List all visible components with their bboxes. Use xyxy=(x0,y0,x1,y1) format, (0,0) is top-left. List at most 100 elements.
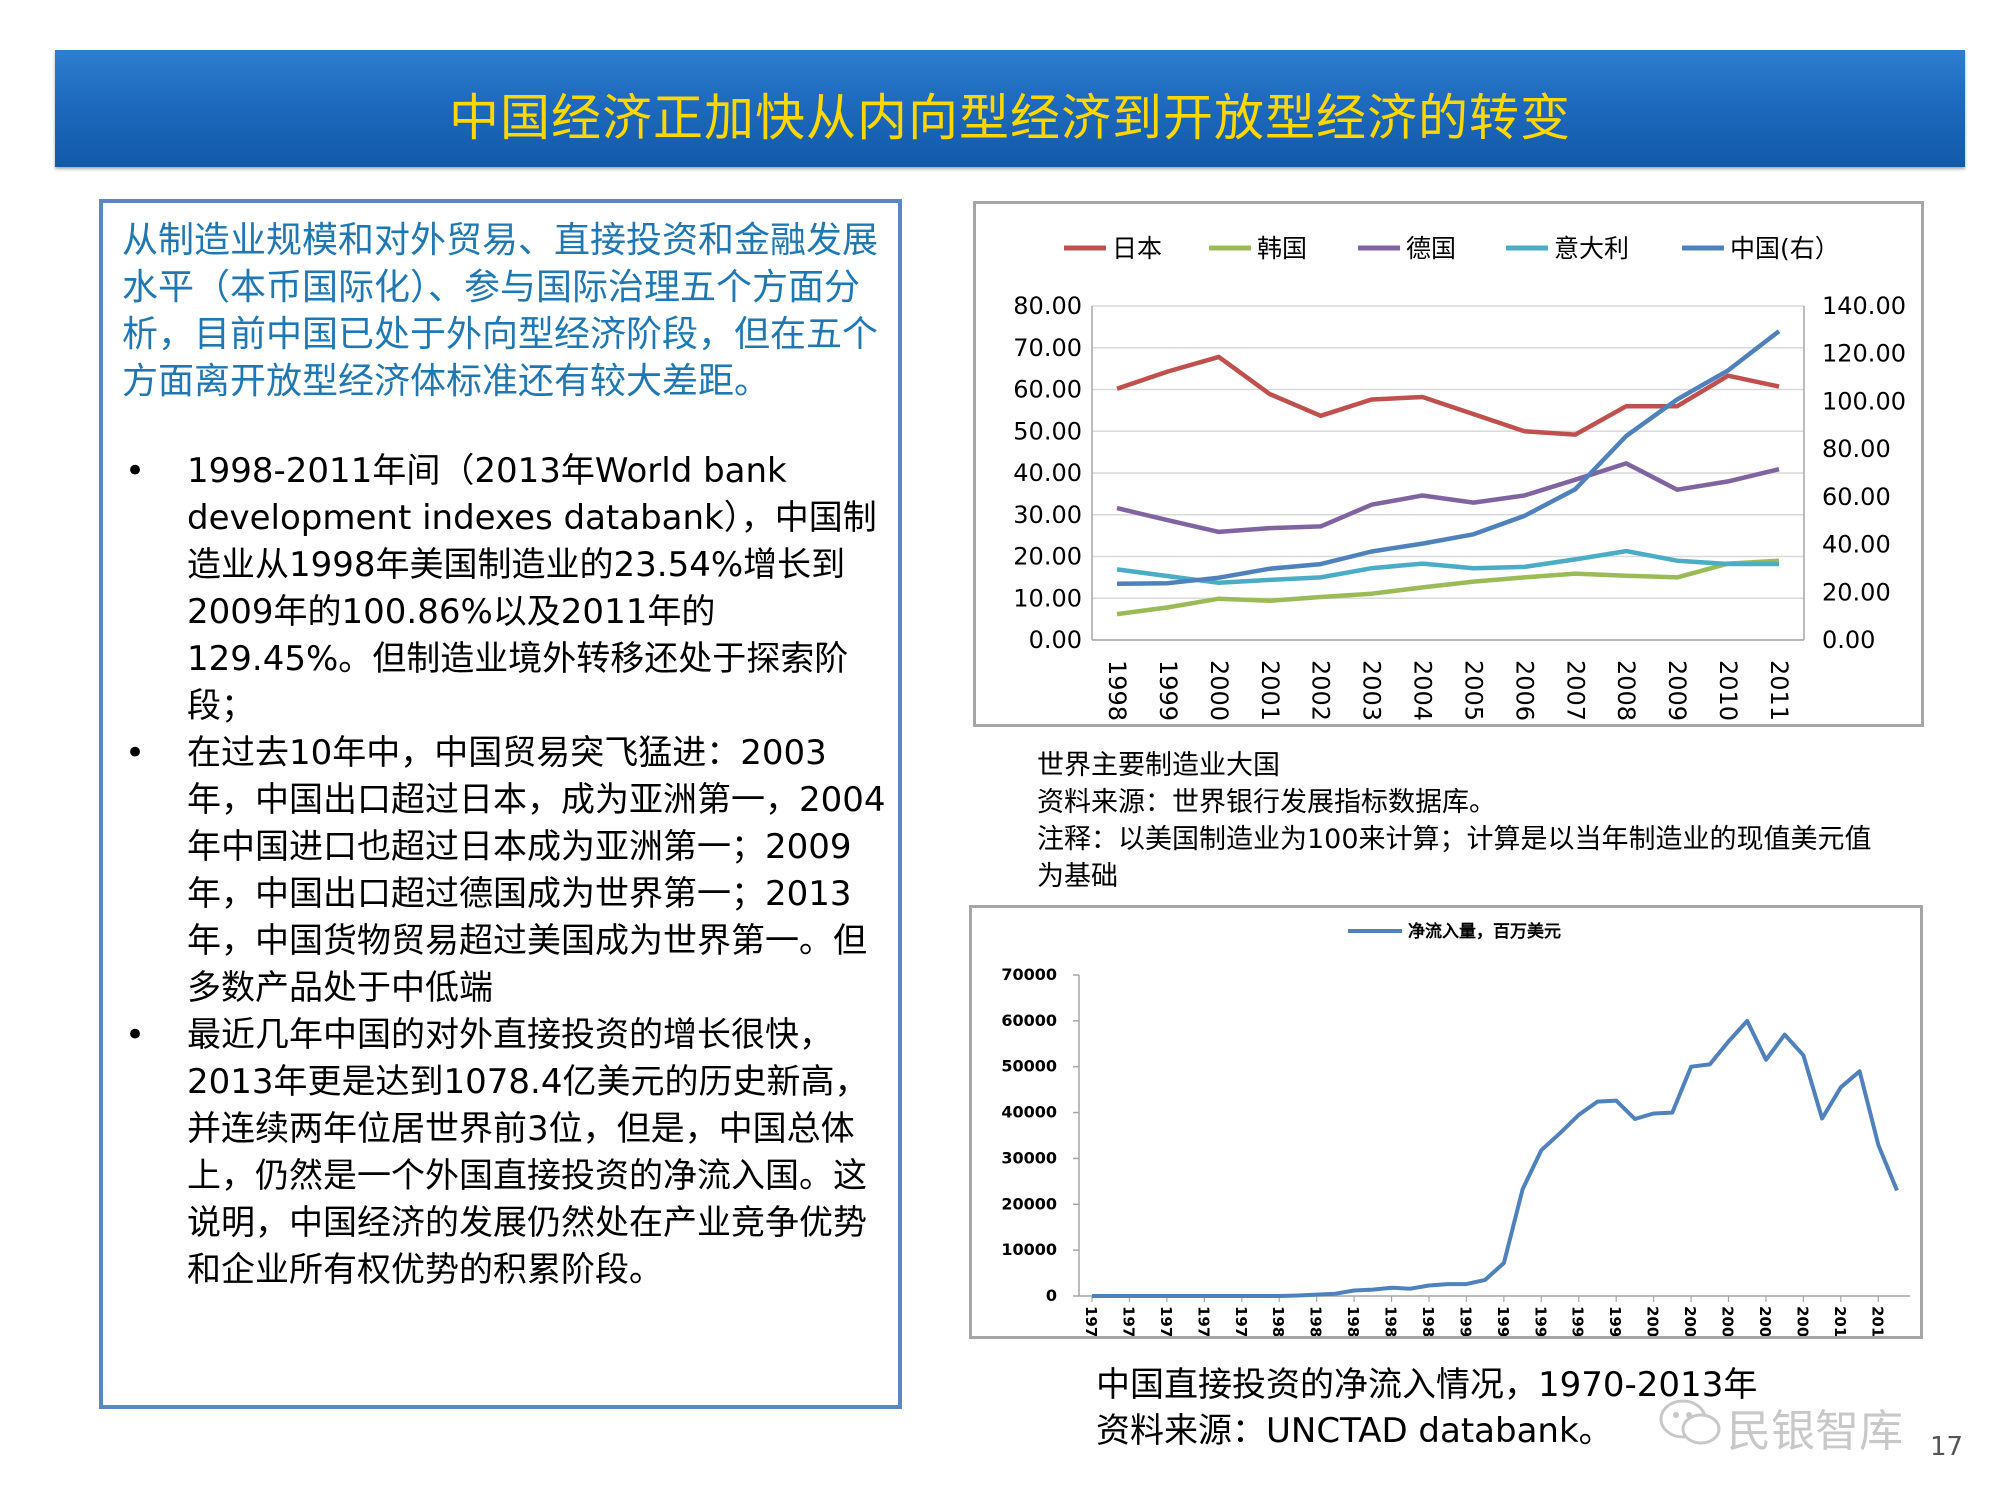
series-line xyxy=(1092,1018,1899,1298)
series-line xyxy=(1116,548,1779,586)
x-tick-label: 1998 xyxy=(1606,1306,1624,1336)
y2-tick-label: 100.00 xyxy=(1822,387,1906,415)
watermark-text: 民银智库 xyxy=(1727,1406,1903,1457)
x-tick-label: 2000 xyxy=(1205,660,1233,721)
x-tick-label: 1972 xyxy=(1119,1306,1137,1336)
bullet-item: • 最近几年中国的对外直接投资的增长很快，2013年更是达到1078.4亿美元的历… xyxy=(103,1012,893,1294)
chart1-caption-source: 资料来源：世界银行发展指标数据库。 xyxy=(1037,787,1496,818)
bullet-item: • 1998-2011年间（2013年World bank development… xyxy=(103,448,893,730)
legend-label: 韩国 xyxy=(1257,234,1307,263)
y-tick-label: 70000 xyxy=(1001,965,1057,984)
y2-tick-label: 20.00 xyxy=(1822,578,1891,606)
y-tick-label: 0.00 xyxy=(1029,626,1082,654)
x-tick-label: 2010 xyxy=(1831,1306,1849,1336)
bullet-list: • 1998-2011年间（2013年World bank development… xyxy=(103,448,893,1294)
chart1-caption: 世界主要制造业大国 资料来源：世界银行发展指标数据库。 注释：以美国制造业为10… xyxy=(1037,747,1987,895)
chart2-caption-source: 资料来源：UNCTAD databank。 xyxy=(1096,1411,1613,1451)
fdi-chart: 0 10000 20000 30000 40000 50000 60000 70000 1970… xyxy=(1001,921,1910,1336)
y2-tick-label: 0.00 xyxy=(1822,626,1875,654)
x-tick-label: 1978 xyxy=(1232,1306,1250,1336)
x-tick-label: 1982 xyxy=(1307,1306,1325,1336)
y2-tick-label: 60.00 xyxy=(1822,483,1891,511)
watermark-logo: 民银智库 xyxy=(1655,1393,1955,1457)
y-tick-label: 60000 xyxy=(1001,1011,1057,1030)
legend-label: 中国(右） xyxy=(1730,234,1840,263)
x-tick-label: 2001 xyxy=(1256,660,1284,721)
bullet-item: • 在过去10年中，中国贸易突飞猛进：2003年，中国出口超过日本，成为亚洲第一，… xyxy=(103,730,893,1012)
y-tick-label: 50.00 xyxy=(1013,417,1082,445)
y-tick-label: 10000 xyxy=(1001,1240,1057,1259)
x-tick-label: 1986 xyxy=(1382,1306,1400,1336)
legend-label: 意大利 xyxy=(1554,234,1629,263)
x-tick-label: 2004 xyxy=(1719,1306,1737,1336)
y-tick-label: 20000 xyxy=(1001,1194,1057,1213)
slide-title: 中国经济正加快从内向型经济到开放型经济的转变 xyxy=(449,89,1571,147)
y-tick-label: 40000 xyxy=(1001,1103,1057,1122)
x-tick-label: 1974 xyxy=(1157,1306,1175,1336)
chart1-caption-note-cont: 为基础 xyxy=(1037,861,1118,892)
fdi-chart-frame: 0 10000 20000 30000 40000 50000 60000 70000 1970… xyxy=(969,905,1923,1339)
y-tick-label: 80.00 xyxy=(1013,292,1082,320)
title-bar: 中国经济正加快从内向型经济到开放型经济的转变 xyxy=(55,50,1965,167)
chart2-caption: 中国直接投资的净流入情况，1970-2013年 资料来源：UNCTAD data… xyxy=(1096,1362,1896,1454)
x-tick-label: 2011 xyxy=(1765,660,1793,721)
y-tick-label: 50000 xyxy=(1001,1057,1057,1076)
x-tick-label: 2002 xyxy=(1681,1306,1699,1336)
bullet-dot-icon: • xyxy=(125,451,146,491)
y2-tick-label: 80.00 xyxy=(1822,435,1891,463)
bullet-dot-icon: • xyxy=(125,733,146,773)
x-tick-label: 1994 xyxy=(1531,1306,1549,1336)
x-tick-label: 2008 xyxy=(1612,660,1640,721)
chart2-caption-title: 中国直接投资的净流入情况，1970-2013年 xyxy=(1096,1365,1758,1405)
y-tick-label: 0 xyxy=(1046,1286,1057,1305)
x-tick-label: 2006 xyxy=(1510,660,1538,721)
chart1-caption-title: 世界主要制造业大国 xyxy=(1037,750,1280,781)
legend-label: 净流入量，百万美元 xyxy=(1408,921,1561,942)
x-tick-label: 2010 xyxy=(1714,660,1742,721)
x-tick-label: 1988 xyxy=(1419,1306,1437,1336)
x-tick-label: 2008 xyxy=(1793,1306,1811,1336)
y-tick-label: 70.00 xyxy=(1013,334,1082,362)
y-tick-label: 20.00 xyxy=(1013,543,1082,571)
page-number: 17 xyxy=(1930,1432,1964,1462)
chart1-caption-note: 注释：以美国制造业为100来计算；计算是以当年制造业的现值美元值 xyxy=(1037,824,1872,855)
x-tick-label: 1980 xyxy=(1269,1306,1287,1336)
x-tick-label: 1984 xyxy=(1344,1306,1362,1336)
y2-tick-label: 40.00 xyxy=(1822,531,1891,559)
legend-label: 日本 xyxy=(1112,234,1162,263)
series-line xyxy=(1116,329,1781,587)
y2-tick-label: 120.00 xyxy=(1822,340,1906,368)
x-tick-label: 2004 xyxy=(1409,660,1437,721)
y2-tick-label: 140.00 xyxy=(1822,292,1906,320)
x-tick-label: 2000 xyxy=(1644,1306,1662,1336)
y-tick-label: 30000 xyxy=(1001,1148,1057,1167)
manufacturing-chart: 0.00 10.00 20.00 30.00 40.00 50.00 60.00 70.00 8… xyxy=(1013,234,1906,721)
x-tick-label: 2009 xyxy=(1663,660,1691,721)
x-tick-label: 1970 xyxy=(1082,1306,1100,1336)
bullet-text: 最近几年中国的对外直接投资的增长很快，2013年更是达到1078.4亿美元的历史… xyxy=(187,1015,869,1290)
x-tick-label: 2006 xyxy=(1756,1306,1774,1336)
x-tick-label: 2003 xyxy=(1358,660,1386,721)
intro-paragraph: 从制造业规模和对外贸易、直接投资和金融发展水平（本币国际化）、参与国际治理五个方… xyxy=(122,220,879,402)
bullet-text: 1998-2011年间（2013年World bank development … xyxy=(187,451,877,726)
x-tick-label: 1990 xyxy=(1456,1306,1474,1336)
y-tick-label: 30.00 xyxy=(1013,501,1082,529)
x-tick-label: 1992 xyxy=(1494,1306,1512,1336)
x-tick-label: 2005 xyxy=(1459,660,1487,721)
x-tick-label: 1996 xyxy=(1569,1306,1587,1336)
series-line xyxy=(1116,461,1780,535)
bullet-dot-icon: • xyxy=(125,1015,146,1055)
x-tick-label: 2007 xyxy=(1561,660,1589,721)
y-tick-label: 40.00 xyxy=(1013,459,1082,487)
x-tick-label: 2002 xyxy=(1307,660,1335,721)
text-box: 从制造业规模和对外贸易、直接投资和金融发展水平（本币国际化）、参与国际治理五个方… xyxy=(99,199,902,1409)
x-tick-label: 1998 xyxy=(1103,660,1131,721)
manufacturing-chart-frame: 0.00 10.00 20.00 30.00 40.00 50.00 60.00 70.00 8… xyxy=(973,201,1924,727)
legend-label: 德国 xyxy=(1406,234,1456,263)
chat-bubble-icon xyxy=(1659,1399,1721,1445)
bullet-text: 在过去10年中，中国贸易突飞猛进：2003年，中国出口超过日本，成为亚洲第一，2… xyxy=(187,733,886,1008)
x-tick-label: 1976 xyxy=(1194,1306,1212,1336)
y-tick-label: 10.00 xyxy=(1013,584,1082,612)
x-tick-label: 1999 xyxy=(1154,660,1182,721)
series-line xyxy=(1116,558,1780,617)
